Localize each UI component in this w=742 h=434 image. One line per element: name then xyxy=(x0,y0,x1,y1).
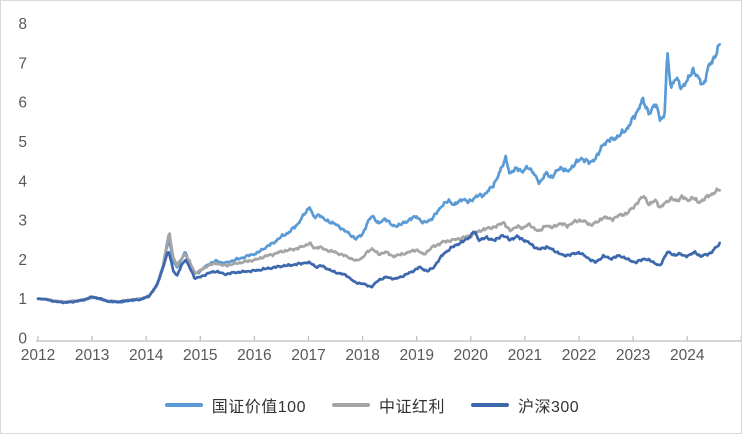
legend-label: 国证价值100 xyxy=(211,399,306,416)
legend-item-0[interactable]: 国证价值100 xyxy=(164,393,306,417)
x-axis-label: 2023 xyxy=(616,347,650,364)
x-axis-label: 2018 xyxy=(345,347,379,364)
x-axis-label: 2014 xyxy=(129,347,164,364)
x-axis-label: 2016 xyxy=(237,347,271,364)
legend-swatch-icon xyxy=(164,402,203,408)
y-axis-label: 0 xyxy=(18,331,27,348)
y-axis-label: 6 xyxy=(18,95,27,112)
series-line-2 xyxy=(36,230,722,305)
legend-swatch-icon xyxy=(471,402,509,408)
y-axis-label: 5 xyxy=(18,134,27,151)
legend-item-1[interactable]: 中证红利 xyxy=(331,393,445,417)
y-axis-label: 2 xyxy=(18,252,27,269)
x-axis-label: 2021 xyxy=(508,347,542,364)
x-axis-label: 2015 xyxy=(183,347,217,364)
legend: 国证价值100 中证红利 沪深300 xyxy=(1,393,741,417)
y-axis-label: 4 xyxy=(18,173,27,190)
x-axis-label: 2020 xyxy=(454,347,489,364)
y-axis-label: 7 xyxy=(18,55,27,72)
y-axis-label: 8 xyxy=(18,16,27,33)
x-axis-label: 2013 xyxy=(75,347,109,364)
x-axis-label: 2012 xyxy=(21,347,55,364)
x-axis-label: 2017 xyxy=(291,347,325,364)
y-axis-label: 1 xyxy=(18,291,27,308)
x-axis-label: 2019 xyxy=(399,347,433,364)
x-axis-label: 2022 xyxy=(562,347,596,364)
legend-item-2[interactable]: 沪深300 xyxy=(471,393,579,417)
series-line-0 xyxy=(36,43,722,304)
series-line-1 xyxy=(36,187,722,304)
x-axis-label: 2024 xyxy=(670,347,705,364)
legend-swatch-icon xyxy=(331,402,370,408)
legend-label: 沪深300 xyxy=(518,399,580,416)
y-axis-label: 3 xyxy=(18,213,27,230)
legend-label: 中证红利 xyxy=(378,399,445,416)
